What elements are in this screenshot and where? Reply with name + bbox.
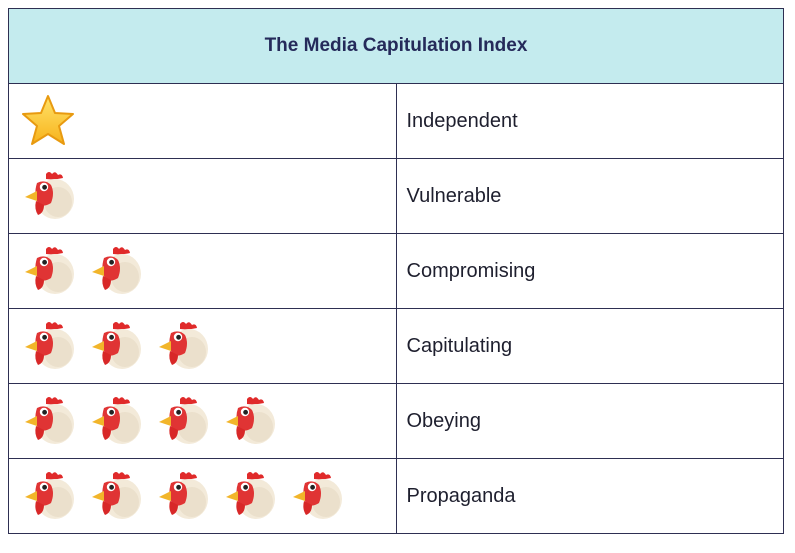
table-header-row: The Media Capitulation Index xyxy=(8,8,784,84)
chicken-icon xyxy=(221,394,277,448)
rating-icons-cell xyxy=(8,158,397,234)
chicken-icon xyxy=(20,394,76,448)
rating-label: Compromising xyxy=(395,233,784,309)
chicken-icon xyxy=(154,394,210,448)
rating-icons xyxy=(9,319,396,373)
chicken-icon xyxy=(87,394,143,448)
table-row: Obeying xyxy=(8,383,784,459)
chicken-icon xyxy=(154,319,210,373)
rating-icons-cell xyxy=(8,383,397,459)
rating-label: Propaganda xyxy=(395,458,784,534)
capitulation-index-table: The Media Capitulation Index Independent… xyxy=(8,8,784,534)
chicken-icon xyxy=(87,319,143,373)
table-body: Independent Vulnerable xyxy=(8,83,784,534)
chicken-icon xyxy=(20,319,76,373)
rating-icons-cell xyxy=(8,83,397,159)
table-row: Capitulating xyxy=(8,308,784,384)
table-row: Propaganda xyxy=(8,458,784,534)
chicken-icon xyxy=(87,469,143,523)
rating-icons xyxy=(9,394,396,448)
rating-icons xyxy=(9,244,396,298)
table-title: The Media Capitulation Index xyxy=(8,8,784,84)
chicken-icon xyxy=(20,169,76,223)
rating-icons-cell xyxy=(8,458,397,534)
star-icon xyxy=(20,94,76,148)
rating-label: Vulnerable xyxy=(395,158,784,234)
table-row: Vulnerable xyxy=(8,158,784,234)
chicken-icon xyxy=(154,469,210,523)
table-row: Independent xyxy=(8,83,784,159)
rating-icons xyxy=(9,94,396,148)
rating-label: Independent xyxy=(395,83,784,159)
chicken-icon xyxy=(20,469,76,523)
chicken-icon xyxy=(20,244,76,298)
table-row: Compromising xyxy=(8,233,784,309)
rating-icons-cell xyxy=(8,308,397,384)
chicken-icon xyxy=(288,469,344,523)
rating-label: Capitulating xyxy=(395,308,784,384)
rating-icons xyxy=(9,169,396,223)
rating-icons-cell xyxy=(8,233,397,309)
chicken-icon xyxy=(221,469,277,523)
rating-label: Obeying xyxy=(395,383,784,459)
rating-icons xyxy=(9,469,396,523)
chicken-icon xyxy=(87,244,143,298)
